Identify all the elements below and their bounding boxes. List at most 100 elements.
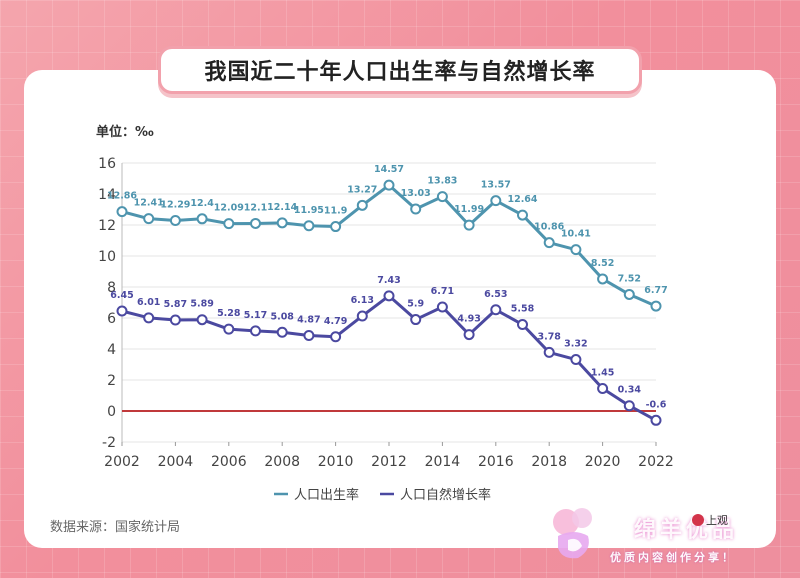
data-label: 4.79 [324, 316, 347, 327]
data-label: 1.45 [591, 368, 614, 379]
data-label: 5.08 [270, 311, 294, 322]
data-point [490, 304, 502, 316]
data-point [116, 305, 128, 317]
grid-lines [122, 162, 656, 443]
data-point [303, 220, 315, 232]
data-point [356, 199, 368, 211]
data-point [169, 215, 181, 227]
data-label: 12.4 [190, 198, 214, 209]
data-label: 5.28 [217, 308, 241, 319]
data-label: 12.14 [267, 202, 297, 213]
data-label: 11.9 [324, 206, 347, 217]
x-tick-label: 2006 [211, 454, 247, 470]
data-point [623, 400, 635, 412]
x-tick-label: 2016 [478, 454, 514, 470]
legend: 人口出生率 人口自然增长率 [274, 487, 491, 503]
x-tick-label: 2014 [425, 454, 461, 470]
badge-text: 上观 [706, 514, 728, 527]
data-point [303, 330, 315, 342]
data-label: 5.89 [190, 299, 213, 310]
data-source: 数据来源：国家统计局 [50, 520, 181, 535]
data-point [169, 314, 181, 326]
x-tick-label: 2018 [531, 454, 567, 470]
badge-dot-icon [692, 514, 704, 526]
data-label: 12.41 [134, 198, 164, 209]
data-label: 8.52 [591, 258, 614, 269]
data-label: 13.27 [347, 184, 377, 195]
data-point [250, 217, 261, 229]
data-label: 13.57 [481, 180, 511, 191]
data-label: 7.52 [618, 273, 641, 284]
data-label: 12.09 [214, 203, 244, 214]
data-label: 12.29 [160, 200, 190, 211]
sheep-logo-icon [553, 508, 592, 559]
page-title: 我国近二十年人口出生率与自然增长率 [204, 60, 596, 85]
y-tick-label: 4 [107, 342, 116, 358]
data-point [330, 331, 342, 343]
data-label: 12.1 [244, 202, 267, 213]
data-point [276, 217, 288, 229]
title-banner: 我国近二十年人口出生率与自然增长率 [158, 46, 642, 94]
axes: -2 0 2 4 6 8 10 12 14 16 2002 2004 2006 2008 2010 2012 2… [98, 156, 674, 470]
data-label: 6.71 [431, 286, 454, 297]
data-point [356, 310, 368, 322]
x-tick-label: 2012 [371, 454, 407, 470]
watermark-name: 绵羊优品 [634, 518, 739, 543]
legend-entry: 人口出生率 [294, 487, 359, 503]
data-point [517, 209, 528, 221]
data-point [143, 312, 155, 324]
watermark-slogan: 优质内容创作分享！ [610, 551, 736, 564]
data-point [517, 319, 528, 331]
x-tick-label: 2020 [585, 454, 621, 470]
data-point [650, 300, 662, 312]
unit-label: 单位：‰ [96, 125, 154, 140]
y-tick-label: 10 [98, 249, 116, 265]
data-point [330, 221, 342, 233]
data-point [223, 323, 235, 335]
data-label: 4.93 [457, 314, 480, 325]
data-label: 4.87 [297, 315, 320, 326]
data-label: 6.53 [484, 289, 507, 300]
data-point [597, 273, 609, 285]
data-point [196, 213, 208, 225]
chart-card [24, 70, 776, 548]
data-label: 5.9 [407, 299, 424, 310]
x-tick-label: 2002 [104, 454, 140, 470]
data-label: 11.99 [454, 204, 484, 215]
data-label: 7.43 [377, 275, 400, 286]
data-point [490, 195, 502, 207]
data-label: 13.03 [401, 188, 431, 199]
data-point [543, 237, 555, 249]
data-point [570, 244, 582, 256]
data-point [463, 219, 475, 231]
data-point [570, 354, 582, 366]
data-point [116, 206, 128, 218]
data-point [623, 288, 635, 300]
data-point [143, 213, 155, 225]
data-point [196, 314, 208, 326]
data-point [250, 325, 261, 337]
data-point [223, 218, 235, 230]
data-point [543, 346, 555, 358]
data-label: 12.86 [107, 191, 137, 202]
y-tick-label: 12 [98, 218, 116, 234]
y-tick-label: 6 [107, 311, 116, 327]
data-label: 5.58 [511, 304, 535, 315]
data-point [410, 314, 422, 326]
data-label: 3.78 [537, 331, 561, 342]
data-label: 10.86 [534, 222, 564, 233]
data-label: 12.64 [507, 194, 537, 205]
x-tick-label: 2008 [264, 454, 300, 470]
x-tick-label: 2004 [158, 454, 194, 470]
data-label: 6.77 [644, 285, 667, 296]
data-label: 6.01 [137, 297, 160, 308]
data-label: 6.45 [110, 290, 133, 301]
data-point [436, 301, 448, 313]
data-label: 0.34 [618, 385, 642, 396]
y-tick-label: 2 [107, 373, 116, 389]
data-label: 10.41 [561, 229, 591, 240]
data-point [410, 203, 422, 215]
y-tick-label: 0 [107, 404, 116, 420]
